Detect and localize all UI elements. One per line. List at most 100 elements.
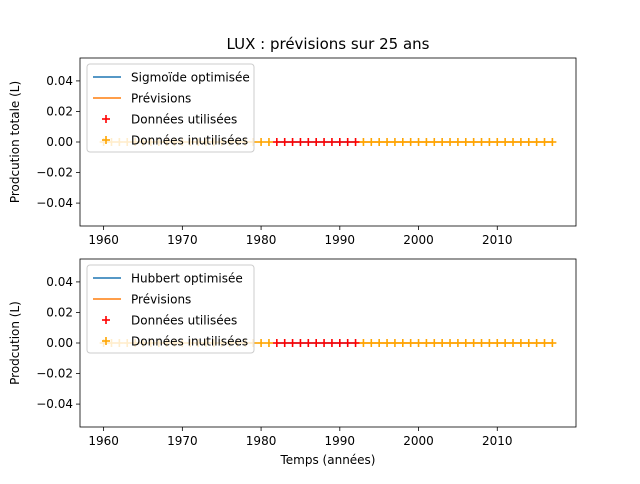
data-point: [461, 339, 470, 347]
data-point: [532, 339, 541, 347]
y-tick-label: 0.04: [46, 275, 73, 289]
data-point: [390, 339, 399, 347]
y-tick-label: −0.04: [36, 397, 73, 411]
legend-label: Données inutilisées: [131, 335, 248, 349]
data-point: [343, 339, 352, 347]
legend-item: Données utilisées: [102, 314, 237, 328]
legend-label: Hubbert optimisée: [131, 272, 243, 286]
data-point: [540, 339, 549, 347]
data-point: [532, 138, 541, 146]
data-point: [375, 138, 384, 146]
chart-bottom: 1960 1970 1980 1990 2000 2010 0.04 0.02 0.00 −0.0…: [8, 258, 577, 467]
legend: Sigmoïde optimisée Prévisions Données util…: [86, 63, 255, 153]
data-point: [398, 138, 407, 146]
data-point: [548, 138, 557, 146]
data-point: [477, 138, 486, 146]
y-tick-label: −0.02: [36, 367, 73, 381]
legend-label: Sigmoïde optimisée: [131, 71, 250, 85]
legend-item: Prévisions: [93, 293, 191, 307]
data-point: [320, 339, 329, 347]
data-point: [548, 339, 557, 347]
legend-item: Sigmoïde optimisée: [93, 71, 250, 85]
data-point: [501, 339, 510, 347]
x-tick-label: 1960: [88, 233, 119, 247]
x-tick-label: 1970: [167, 434, 198, 448]
data-point: [304, 138, 313, 146]
data-point: [390, 138, 399, 146]
legend-frame: [86, 63, 255, 153]
data-point: [493, 138, 502, 146]
data-point: [312, 339, 321, 347]
legend-marker-swatch: [102, 337, 110, 345]
data-point: [351, 138, 360, 146]
legend-item: Données utilisées: [102, 113, 237, 127]
data-point: [406, 138, 415, 146]
x-tick-label: 2000: [403, 233, 434, 247]
data-point: [453, 339, 462, 347]
data-point: [509, 339, 518, 347]
legend-marker-swatch: [102, 136, 110, 144]
data-point: [469, 138, 478, 146]
figure-title: LUX : prévisions sur 25 ans: [227, 35, 430, 53]
data-point: [359, 138, 368, 146]
chart-top: 1960 1970 1980 1990 2000 2010 0.04 0.02 0.00 −0.0…: [8, 57, 577, 247]
data-point: [422, 138, 431, 146]
y-tick-label: 0.00: [46, 336, 73, 350]
data-point: [304, 339, 313, 347]
x-tick-label: 2010: [482, 233, 513, 247]
data-point: [469, 339, 478, 347]
data-point: [422, 339, 431, 347]
data-point: [414, 138, 423, 146]
data-point: [288, 138, 297, 146]
data-point: [367, 339, 376, 347]
data-point: [383, 339, 392, 347]
x-tick-label: 1960: [88, 434, 119, 448]
data-point: [524, 339, 533, 347]
y-tick-label: 0.02: [46, 305, 73, 319]
data-point: [438, 138, 447, 146]
data-point: [272, 138, 281, 146]
plot-frame: [79, 258, 577, 428]
data-point: [430, 138, 439, 146]
y-axis-label: Prodcution (L): [8, 301, 22, 385]
legend-marker-swatch: [102, 115, 110, 123]
data-point: [540, 138, 549, 146]
x-tick-label: 1970: [167, 233, 198, 247]
data-point: [257, 339, 266, 347]
data-point: [477, 339, 486, 347]
data-point: [367, 138, 376, 146]
data-point: [414, 339, 423, 347]
legend-marker-swatch: [102, 316, 110, 324]
x-axis-label: Temps (années): [280, 453, 376, 467]
legend-item: Hubbert optimisée: [93, 272, 243, 286]
data-point: [485, 138, 494, 146]
data-point: [257, 138, 266, 146]
legend-frame: [86, 264, 255, 354]
x-tick-label: 2010: [482, 434, 513, 448]
data-point: [288, 339, 297, 347]
data-point: [327, 138, 336, 146]
data-point: [351, 339, 360, 347]
data-point: [280, 339, 289, 347]
data-point: [335, 339, 344, 347]
data-point: [446, 138, 455, 146]
legend-item: Données inutilisées: [102, 335, 248, 349]
legend-label: Données utilisées: [131, 113, 237, 127]
data-point: [272, 339, 281, 347]
y-tick-label: 0.00: [46, 135, 73, 149]
data-point: [516, 138, 525, 146]
x-tick-label: 1990: [325, 434, 356, 448]
legend-label: Prévisions: [131, 293, 191, 307]
x-tick-label: 1980: [246, 233, 277, 247]
data-point: [335, 138, 344, 146]
data-point: [398, 339, 407, 347]
data-point: [485, 339, 494, 347]
legend-item: Prévisions: [93, 92, 191, 106]
data-point: [446, 339, 455, 347]
y-axis-label: Prodcution totale (L): [8, 81, 22, 203]
legend-label: Données utilisées: [131, 314, 237, 328]
data-point: [509, 138, 518, 146]
data-point: [375, 339, 384, 347]
data-point: [359, 339, 368, 347]
plot-frame: [79, 57, 577, 227]
